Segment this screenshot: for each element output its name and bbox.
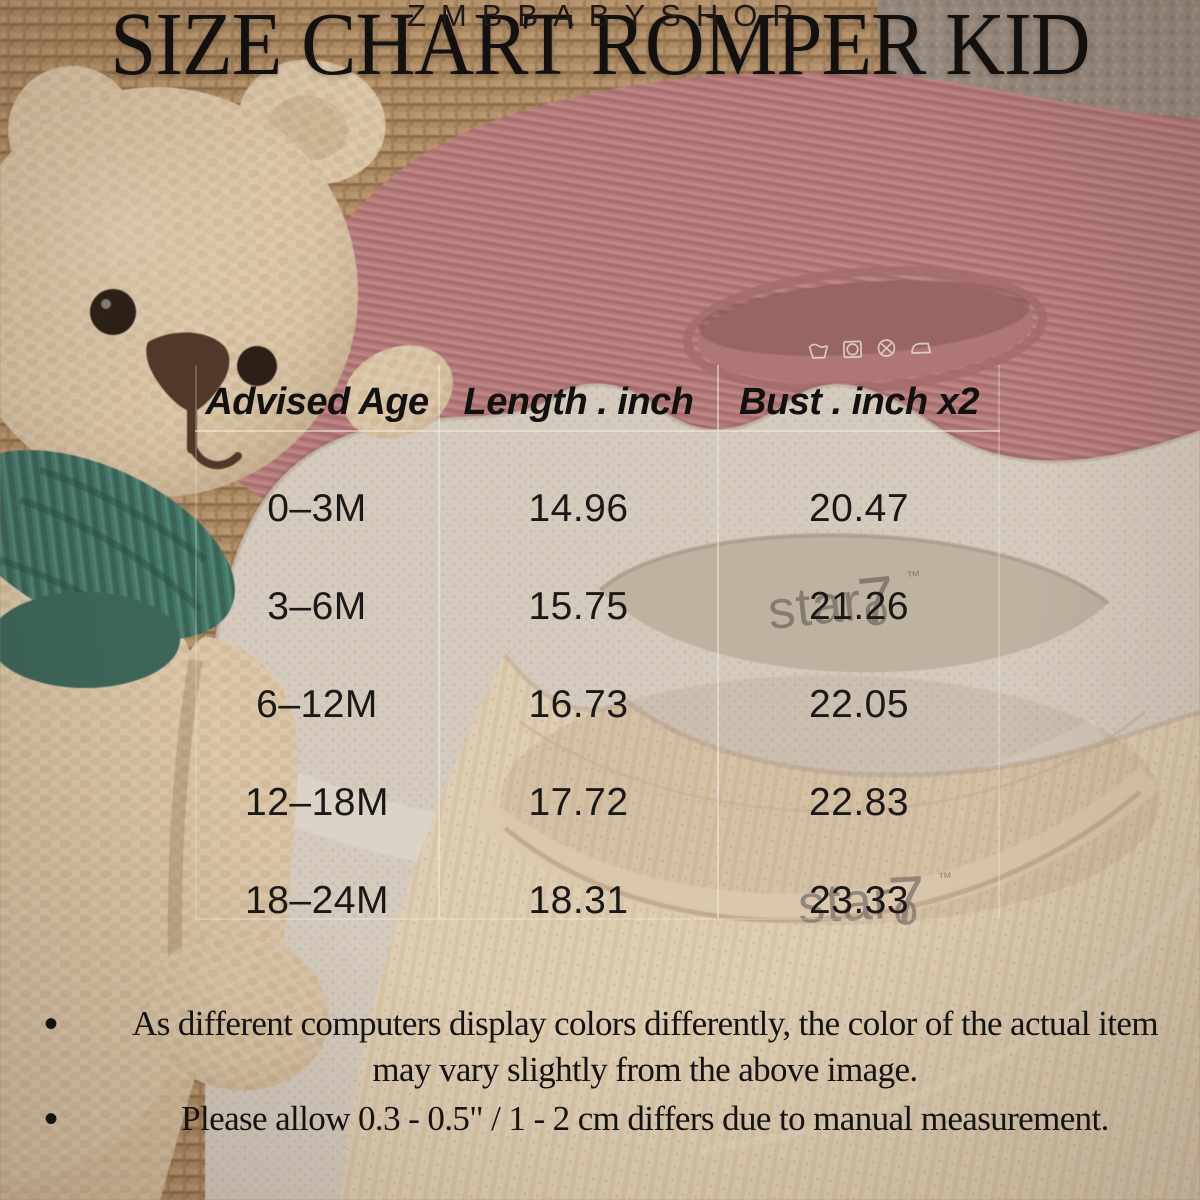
note-measurement-disclaimer: • Please allow 0.3 - 0.5" / 1 - 2 cm dif… [20,1096,1180,1142]
cell-age: 0–3M [267,487,367,530]
cell-bust: 21.26 [808,585,910,628]
do-not-bleach-icon [877,339,896,357]
iron-icon [911,342,932,354]
cell-bust: 22.05 [808,683,910,726]
cell-bust: 20.47 [808,487,910,530]
note-text: As different computers display colors di… [132,1004,1159,1089]
page-title: SIZE CHART ROMPER KID [110,0,1090,94]
cell-age: 3–6M [267,585,367,628]
tumble-dry-icon [842,340,863,359]
shop-name: ZMBBABYSHOP [407,0,808,33]
teddy-bear-illustration [0,59,453,1200]
size-chart-table: Advised Age Length . inch Bust . inch x2… [195,363,1000,922]
cell-length: 17.72 [528,781,629,824]
column-header-bust: Bust . inch x2 [738,381,980,423]
bullet: • [43,1002,58,1046]
bullet: • [43,1097,58,1141]
cell-age: 18–24M [245,879,389,922]
note-text: Please allow 0.3 - 0.5" / 1 - 2 cm diffe… [181,1099,1109,1138]
cell-bust: 22.83 [808,781,910,824]
column-header-length: Length . inch [463,381,694,423]
wash-icon [808,343,829,359]
cell-length: 18.31 [528,879,629,922]
cell-bust: 23.33 [808,879,910,922]
cell-age: 12–18M [245,781,389,824]
cell-length: 16.73 [528,683,629,726]
note-color-disclaimer: • As different computers display colors … [20,1001,1180,1093]
cell-length: 14.96 [528,487,629,530]
column-header-age: Advised Age [205,381,429,423]
cell-age: 6–12M [256,683,378,726]
cream-sweater [340,653,1200,1200]
care-icons [806,335,935,363]
notes: • As different computers display colors … [20,1001,1180,1145]
cell-length: 15.75 [528,585,629,628]
